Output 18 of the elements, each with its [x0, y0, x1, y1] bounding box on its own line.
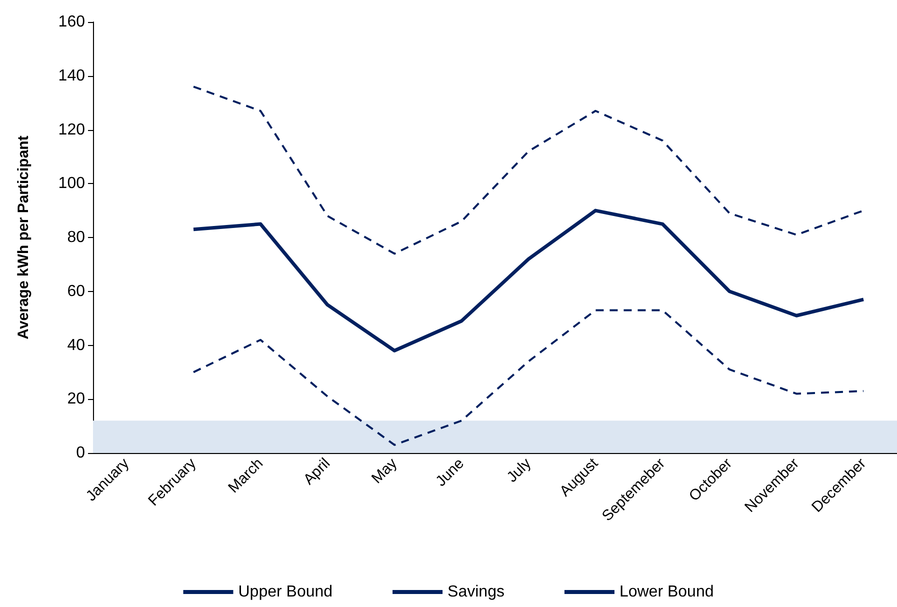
- x-tick-label: May: [368, 454, 401, 488]
- line-series: [192, 309, 864, 446]
- y-tick-label: 140: [58, 67, 86, 84]
- x-tick-label: July: [504, 454, 535, 486]
- legend-label: Upper Bound: [238, 584, 333, 600]
- y-tick-label: 20: [67, 390, 86, 408]
- legend-label: Lower Bound: [619, 584, 714, 600]
- line-series: [192, 208, 866, 352]
- y-tick-label: 0: [76, 444, 86, 462]
- y-tick-label: 60: [67, 282, 86, 300]
- y-tick-label: 120: [58, 121, 86, 138]
- y-axis-title: Average kWh per Participant: [15, 136, 32, 340]
- y-tick-label: 80: [67, 229, 86, 246]
- y-tick-label: 100: [58, 175, 86, 192]
- y-tick-label: 160: [58, 14, 86, 30]
- legend-label: Savings: [448, 584, 504, 600]
- y-tick-label: 40: [67, 336, 86, 354]
- line-series: [192, 86, 864, 255]
